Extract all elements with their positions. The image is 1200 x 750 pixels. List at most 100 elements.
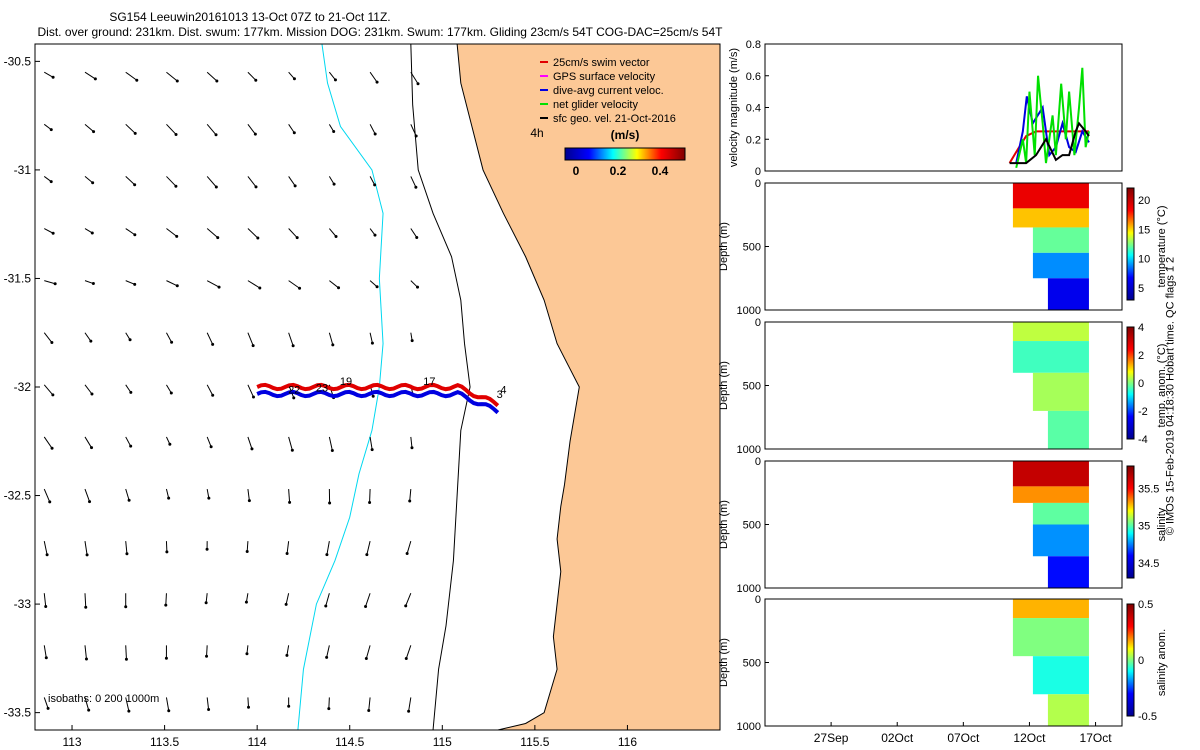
colorbar-tick-label: 35.5 <box>1138 483 1159 495</box>
heatmap-y-tick-label: 500 <box>743 520 761 532</box>
credit-text: © IMOS 15-Feb-2019 04:18:30 Hobart time.… <box>1164 256 1177 536</box>
current-arrow <box>166 280 178 287</box>
current-arrow-head <box>285 552 289 556</box>
current-arrow-head <box>364 604 368 608</box>
heatmap-y-label: Depth (m) <box>718 500 730 549</box>
current-arrow-head <box>328 501 332 505</box>
current-arrow <box>206 176 217 188</box>
y-tick-label: -31.5 <box>4 271 32 285</box>
map-content: 22 23 19 17 43 <box>43 44 720 730</box>
current-arrow <box>409 488 412 502</box>
current-arrow-head <box>284 602 288 606</box>
current-arrow <box>84 332 92 342</box>
x-tick-label: 113 <box>62 735 81 749</box>
heatmap-band <box>1012 599 1089 619</box>
current-arrow <box>369 436 373 450</box>
current-arrow-head <box>332 182 336 186</box>
colorbar-label: salinity anom. <box>1156 629 1168 696</box>
current-arrow <box>125 71 138 81</box>
colorbar-tick-label: 4 <box>1138 322 1144 334</box>
current-arrow-head <box>293 184 297 188</box>
current-arrow-head <box>93 77 97 81</box>
current-arrow-head <box>292 396 296 400</box>
current-arrow-head <box>214 133 218 137</box>
heatmap-band <box>1012 208 1089 228</box>
track-swim <box>256 382 500 408</box>
heatmap-y-tick-label: 0 <box>755 594 761 606</box>
x-tick-label: 114 <box>248 735 267 749</box>
current-arrow <box>246 541 249 552</box>
current-arrow <box>206 71 218 82</box>
x-tick-label: 113.5 <box>150 735 179 749</box>
current-arrow <box>369 332 373 344</box>
current-arrow <box>286 645 290 656</box>
chart-subtitle: Dist. over ground: 231km. Dist. swum: 17… <box>37 25 723 39</box>
current-arrow-head <box>337 286 341 290</box>
current-arrow-head <box>124 657 128 661</box>
current-arrow-head <box>373 233 377 237</box>
heatmap-y-label: Depth (m) <box>718 638 730 687</box>
current-arrow-head <box>211 342 215 346</box>
current-arrow-head <box>375 80 379 84</box>
current-arrow-head <box>49 180 53 184</box>
current-arrow <box>84 593 87 608</box>
heatmap-band <box>1032 656 1089 695</box>
current-arrow <box>166 384 172 394</box>
colorbar-tick-label: 5 <box>1138 283 1144 295</box>
current-arrow <box>288 124 295 134</box>
current-arrow-head <box>258 286 262 290</box>
time-x-tick-label: 02Oct <box>881 731 914 745</box>
heatmap-band <box>1012 322 1089 342</box>
current-arrow-head <box>416 82 420 86</box>
heatmap-y-tick-label: 500 <box>743 381 761 393</box>
velocity-series-2 <box>1015 67 1090 169</box>
current-arrow <box>43 332 53 343</box>
current-arrow-head <box>253 132 257 136</box>
heatmap-y-tick-label: 0 <box>755 178 761 190</box>
colorbar-label: temperature (°C) <box>1156 205 1168 287</box>
legend-item: 25cm/s swim vector <box>553 57 650 69</box>
current-arrow-head <box>207 496 211 500</box>
current-arrow-head <box>84 605 88 609</box>
current-arrow-head <box>215 79 219 83</box>
current-arrow <box>247 71 257 81</box>
isobaths-label: isobaths: 0 200 1000m <box>48 693 159 705</box>
track-dac <box>256 389 500 415</box>
current-arrow-head <box>295 236 299 240</box>
colorbar-tick-label: 34.5 <box>1138 558 1159 570</box>
colorbar-tick-label: 10 <box>1138 254 1150 266</box>
legend-item: dive-avg current veloc. <box>553 85 664 97</box>
current-arrow <box>288 228 298 239</box>
heatmap-y-tick-label: 1000 <box>737 444 761 456</box>
colorbar-label: temp. anom. (°C) <box>1156 344 1168 428</box>
heatmap-band <box>1012 341 1089 373</box>
heatmap-colorbar-0 <box>1126 187 1135 301</box>
current-arrow-head <box>125 552 129 556</box>
current-arrow <box>206 384 214 396</box>
current-arrow <box>325 593 330 607</box>
current-arrow <box>165 697 170 711</box>
current-arrow-head <box>167 709 171 713</box>
current-arrow-head <box>216 236 220 240</box>
current-arrow-head <box>168 442 172 446</box>
current-arrow-head <box>291 344 295 348</box>
y-tick-label: -31 <box>14 163 32 177</box>
current-arrow-head <box>332 130 336 134</box>
chart-title: SG154 Leeuwin20161013 13-Oct 07Z to 21-O… <box>109 10 391 24</box>
x-tick-label: 116 <box>618 735 637 749</box>
heatmap-colorbar-3 <box>1126 603 1135 717</box>
current-arrow-head <box>370 341 374 345</box>
current-arrow <box>406 540 412 554</box>
heatmap-colorbar-2 <box>1126 465 1135 579</box>
current-arrow <box>206 697 210 710</box>
current-arrow-head <box>325 655 329 659</box>
current-arrow-head <box>135 78 139 82</box>
current-arrow <box>288 176 296 187</box>
current-arrow-head <box>365 553 369 557</box>
current-arrow <box>328 71 336 81</box>
heatmap-band <box>1047 278 1089 310</box>
current-arrow-head <box>128 338 132 342</box>
heatmap-band <box>1047 410 1089 449</box>
current-arrow-head <box>85 553 89 557</box>
current-arrow-head <box>170 340 174 344</box>
